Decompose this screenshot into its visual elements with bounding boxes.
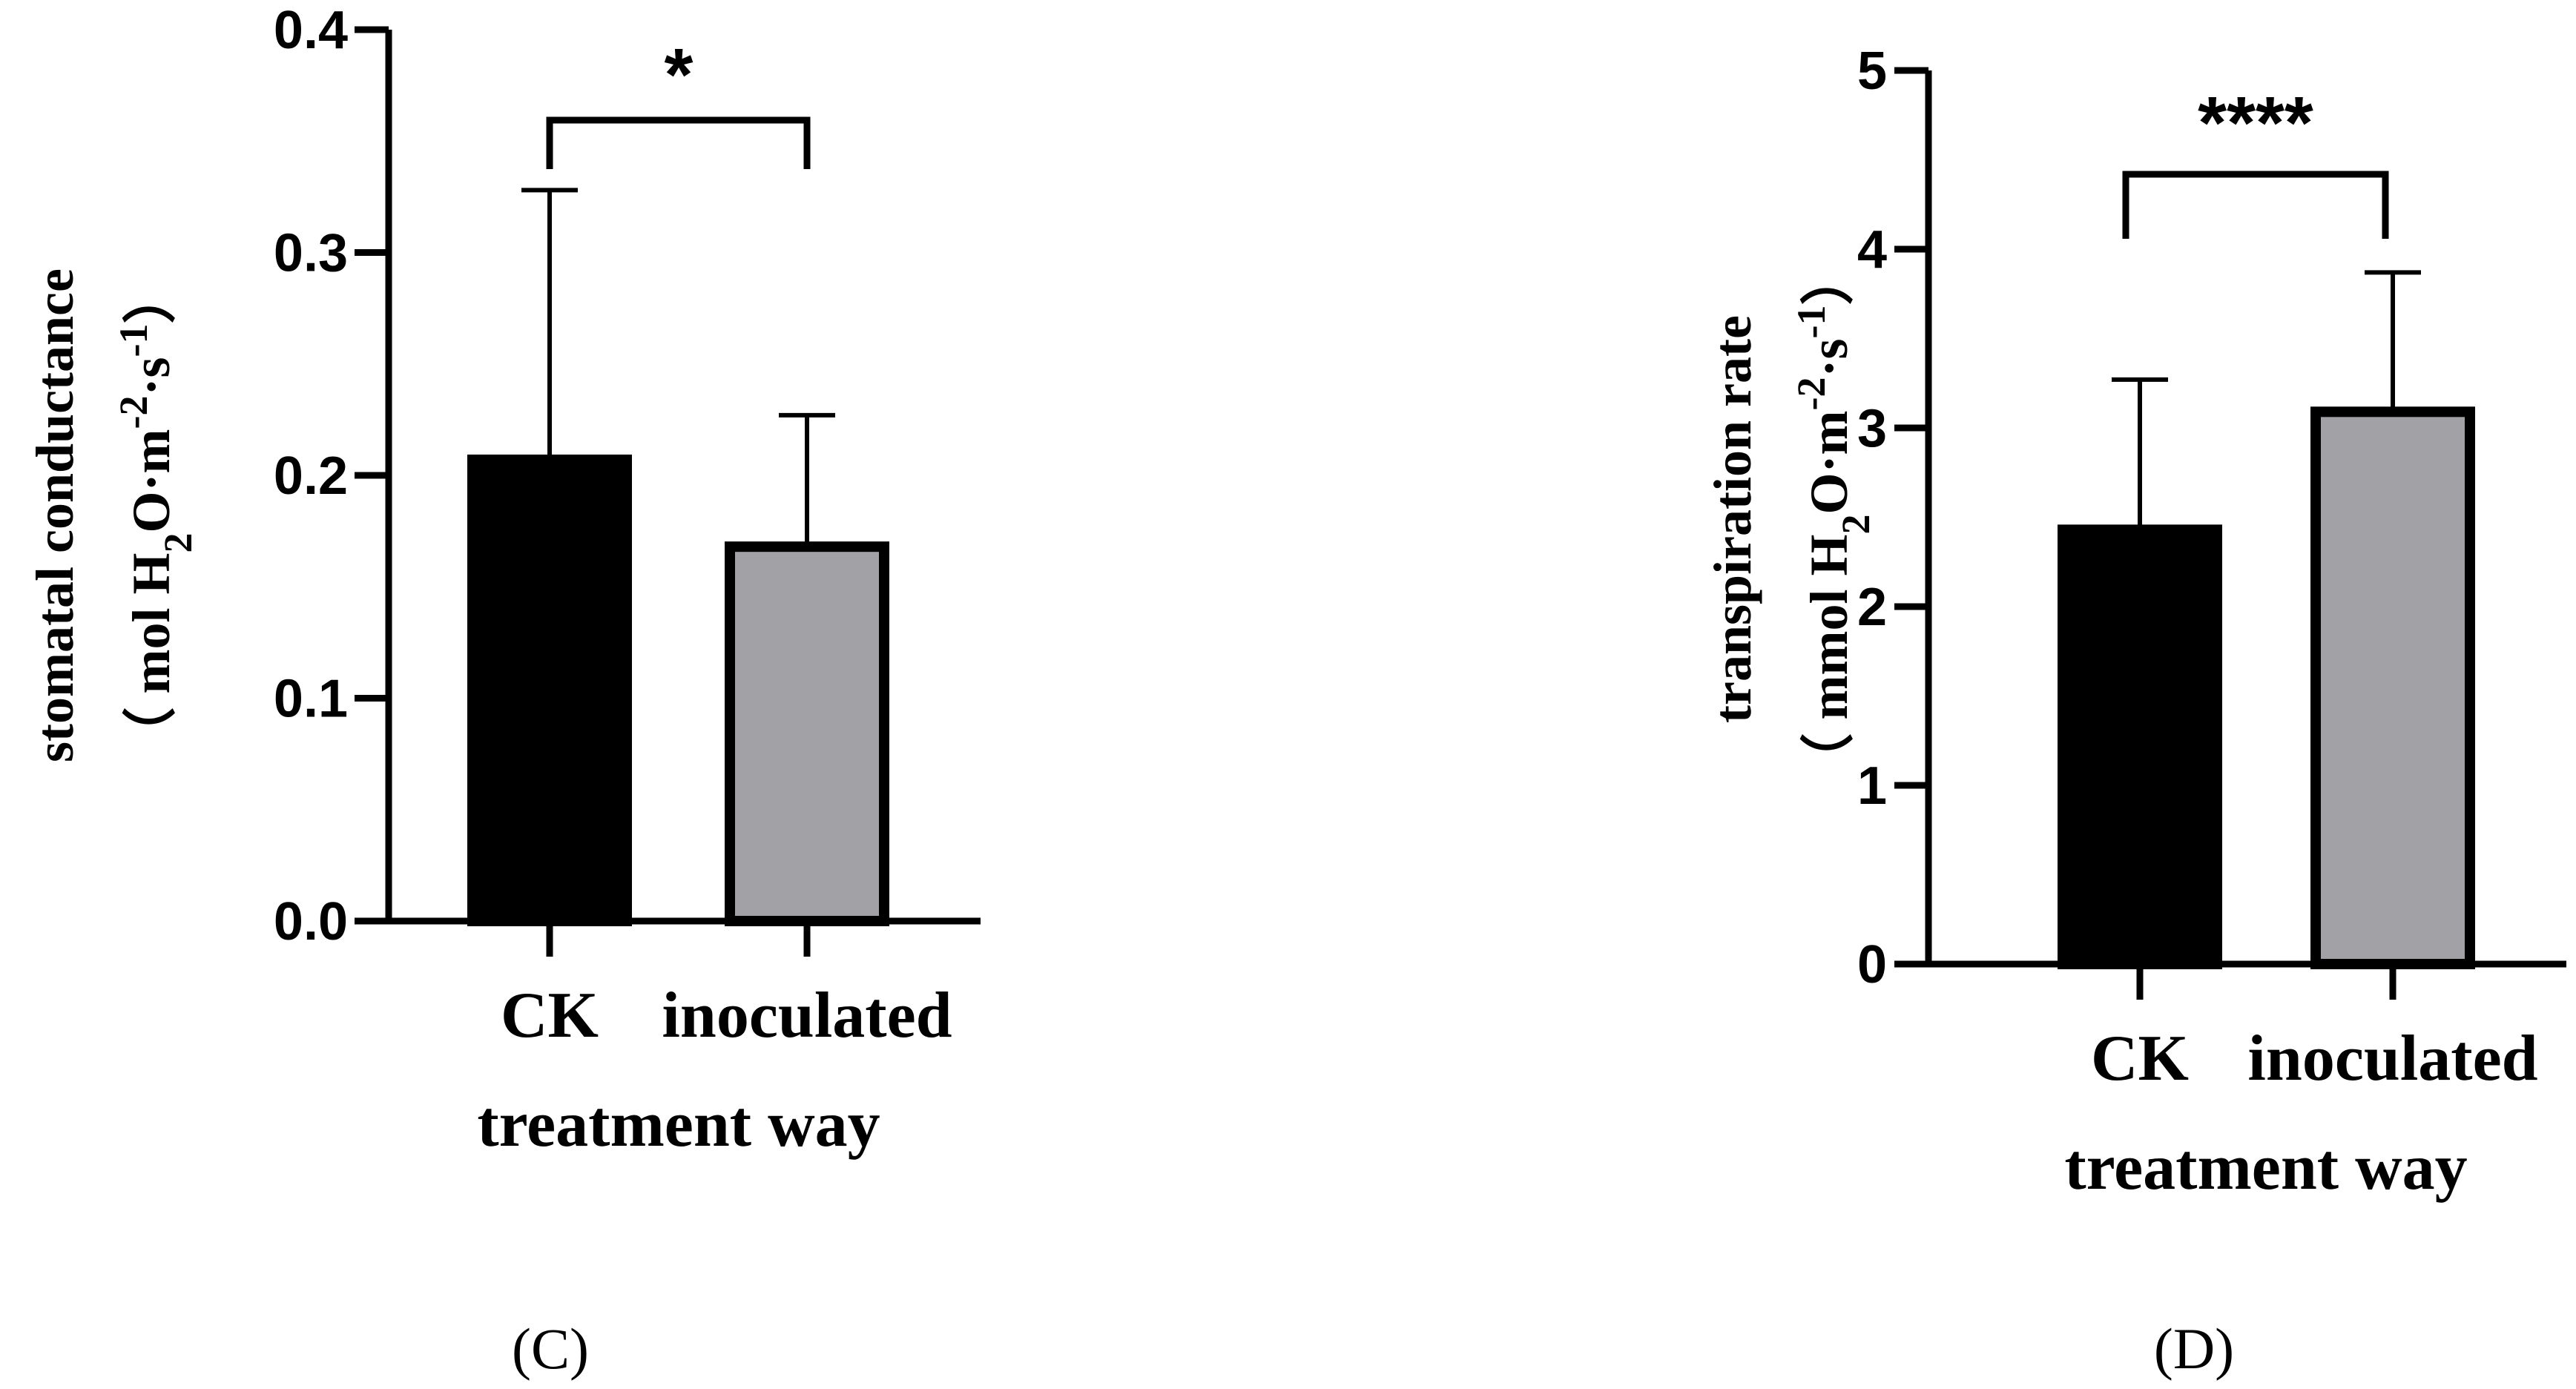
panel-label-d: (D) [2154,1316,2234,1381]
chart-d-category-inoculated: inoculated [2247,1023,2537,1095]
chart-d-significance-mark: **** [2198,82,2313,165]
chart-d-bar-inoculated [2310,406,2475,969]
chart-d-significance-bracket [2122,171,2389,239]
chart-c: stomatal conductance （ mol H2O·m-2·s-1） … [25,1,981,1381]
chart-d-y-ticks: 0 1 2 3 4 5 [1857,42,1928,994]
chart-c-ylabel-line2: （ mol H2O·m-2·s-1） [111,270,200,760]
chart-d-ytick-label-3: 3 [1857,399,1887,458]
chart-c-ytick-label-3: 0.3 [274,224,348,283]
chart-c-category-ck: CK [501,980,599,1052]
chart-d-ytick-label-2: 2 [1857,578,1887,637]
chart-c-ylabel-line1: stomatal conductance [25,268,85,762]
chart-d-category-ck: CK [2091,1023,2189,1095]
chart-d-x-axis-label: treatment way [2064,1132,2467,1204]
chart-d: transpiration rate （ mmol H2O·m-2·s-1） 0… [1703,42,2566,1381]
chart-c-ytick-label-0: 0.0 [274,892,348,951]
chart-d-ytick-label-4: 4 [1857,220,1887,280]
chart-d-ylabel-line1: transpiration rate [1703,315,1762,723]
chart-c-y-ticks: 0.0 0.1 0.2 0.3 0.4 [274,1,389,951]
chart-c-significance-bracket [546,116,811,169]
chart-d-bars [2058,270,2475,969]
panel-label-c: (C) [512,1316,589,1381]
chart-c-category-inoculated: inoculated [662,980,952,1052]
chart-d-ytick-label-1: 1 [1857,756,1887,816]
chart-c-bars [467,188,889,926]
chart-d-ytick-label-5: 5 [1857,42,1887,101]
chart-c-bar-inoculated [725,541,889,926]
chart-c-ytick-label-4: 0.4 [274,1,348,60]
chart-d-y-axis-label: transpiration rate （ mmol H2O·m-2·s-1） [1703,252,1878,787]
chart-c-significance-mark: * [665,33,694,116]
chart-c-ytick-label-1: 0.1 [274,670,348,729]
chart-c-ytick-label-2: 0.2 [274,446,348,506]
chart-d-bar-ck [2058,524,2222,969]
chart-c-x-axis-label: treatment way [477,1089,880,1161]
chart-c-bar-ck [467,454,632,926]
chart-c-y-axis-label: stomatal conductance （ mol H2O·m-2·s-1） [25,268,200,762]
chart-d-ylabel-line2: （ mmol H2O·m-2·s-1） [1789,252,1878,787]
chart-d-ytick-label-0: 0 [1857,935,1887,994]
